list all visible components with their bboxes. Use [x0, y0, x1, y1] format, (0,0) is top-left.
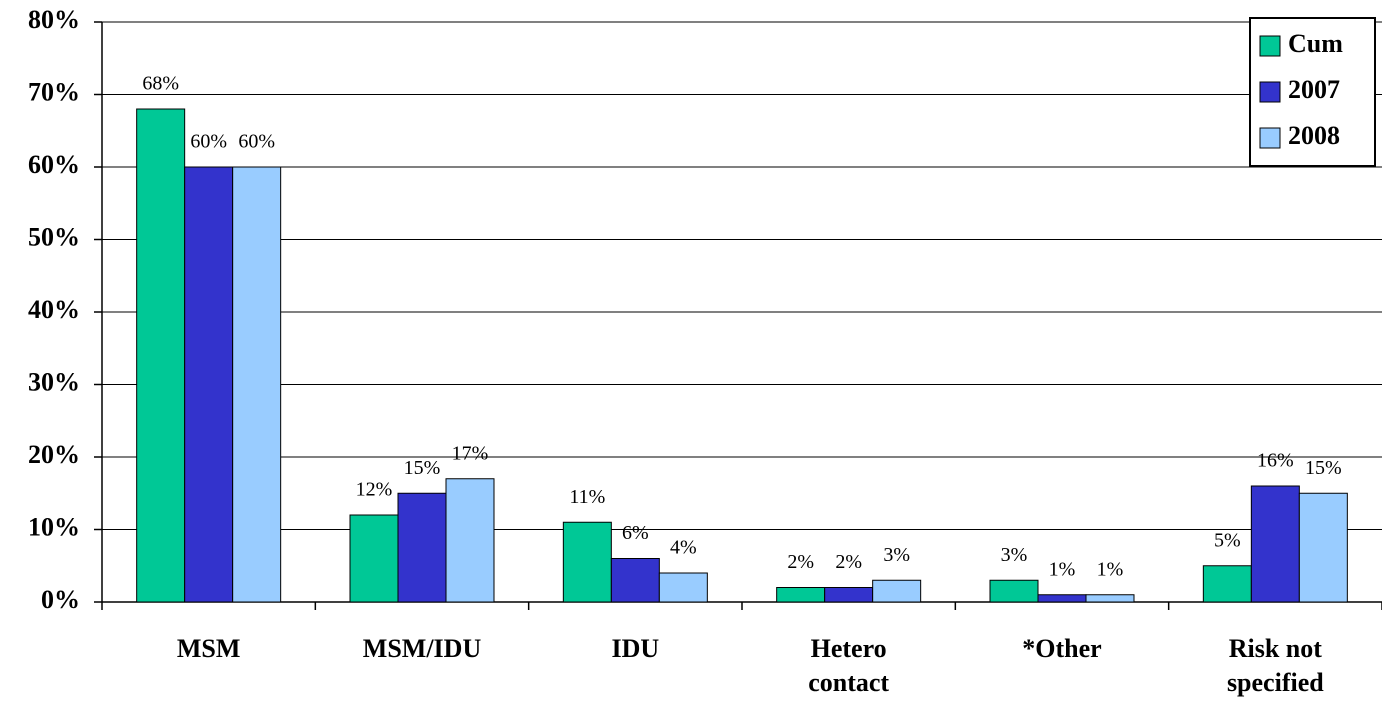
- y-tick-label: 30%: [28, 367, 80, 396]
- bar: [562, 521, 612, 603]
- bar: [824, 587, 874, 603]
- value-label: 15%: [404, 457, 441, 479]
- bar: [776, 587, 826, 603]
- value-label: 6%: [622, 522, 649, 544]
- bar: [349, 514, 399, 603]
- value-label: 3%: [883, 544, 910, 566]
- y-tick-label: 70%: [28, 77, 80, 106]
- value-label: 68%: [142, 73, 179, 95]
- value-label: 3%: [1001, 544, 1028, 566]
- y-tick-label: 0%: [41, 585, 80, 614]
- bar: [1202, 565, 1252, 603]
- bar: [1085, 594, 1135, 603]
- bar: [445, 478, 495, 603]
- y-tick-label: 40%: [28, 295, 80, 324]
- value-label: 60%: [190, 131, 227, 153]
- value-label: 1%: [1049, 558, 1076, 580]
- value-label: 1%: [1097, 558, 1124, 580]
- y-tick-label: 50%: [28, 222, 80, 251]
- bar: [184, 166, 234, 603]
- legend-label: 2008: [1288, 121, 1340, 150]
- value-label: 15%: [1305, 457, 1342, 479]
- value-label: 11%: [569, 486, 605, 508]
- legend-label: Cum: [1288, 29, 1343, 58]
- bar: [232, 166, 282, 603]
- y-tick-label: 20%: [28, 440, 80, 469]
- bar: [136, 108, 186, 603]
- x-tick-label: Hetero contact: [808, 634, 890, 697]
- legend-swatch: [1259, 35, 1281, 57]
- x-tick-label: IDU: [611, 634, 660, 663]
- value-label: 4%: [670, 537, 697, 559]
- value-label: 17%: [452, 442, 489, 464]
- bar: [1037, 594, 1087, 603]
- value-label: 5%: [1214, 529, 1241, 551]
- value-label: 2%: [835, 551, 862, 573]
- legend-swatch: [1259, 127, 1281, 149]
- x-tick-label: *Other: [1022, 634, 1102, 663]
- bar: [1298, 492, 1348, 603]
- value-label: 60%: [238, 131, 275, 153]
- value-label: 2%: [787, 551, 814, 573]
- bar: [872, 579, 922, 603]
- x-tick-label: MSM: [176, 634, 241, 663]
- value-label: 12%: [356, 479, 393, 501]
- legend-swatch: [1259, 81, 1281, 103]
- bar: [610, 558, 660, 603]
- value-label: 16%: [1257, 450, 1294, 472]
- x-tick-label: Risk not specified: [1226, 634, 1324, 697]
- bar: [397, 492, 447, 603]
- bar: [1250, 485, 1300, 603]
- bar: [989, 579, 1039, 603]
- bar: [658, 572, 708, 603]
- legend-label: 2007: [1288, 75, 1340, 104]
- x-tick-label: MSM/IDU: [362, 634, 482, 663]
- y-tick-label: 60%: [28, 150, 80, 179]
- y-tick-label: 80%: [28, 5, 80, 34]
- y-tick-label: 10%: [28, 512, 80, 541]
